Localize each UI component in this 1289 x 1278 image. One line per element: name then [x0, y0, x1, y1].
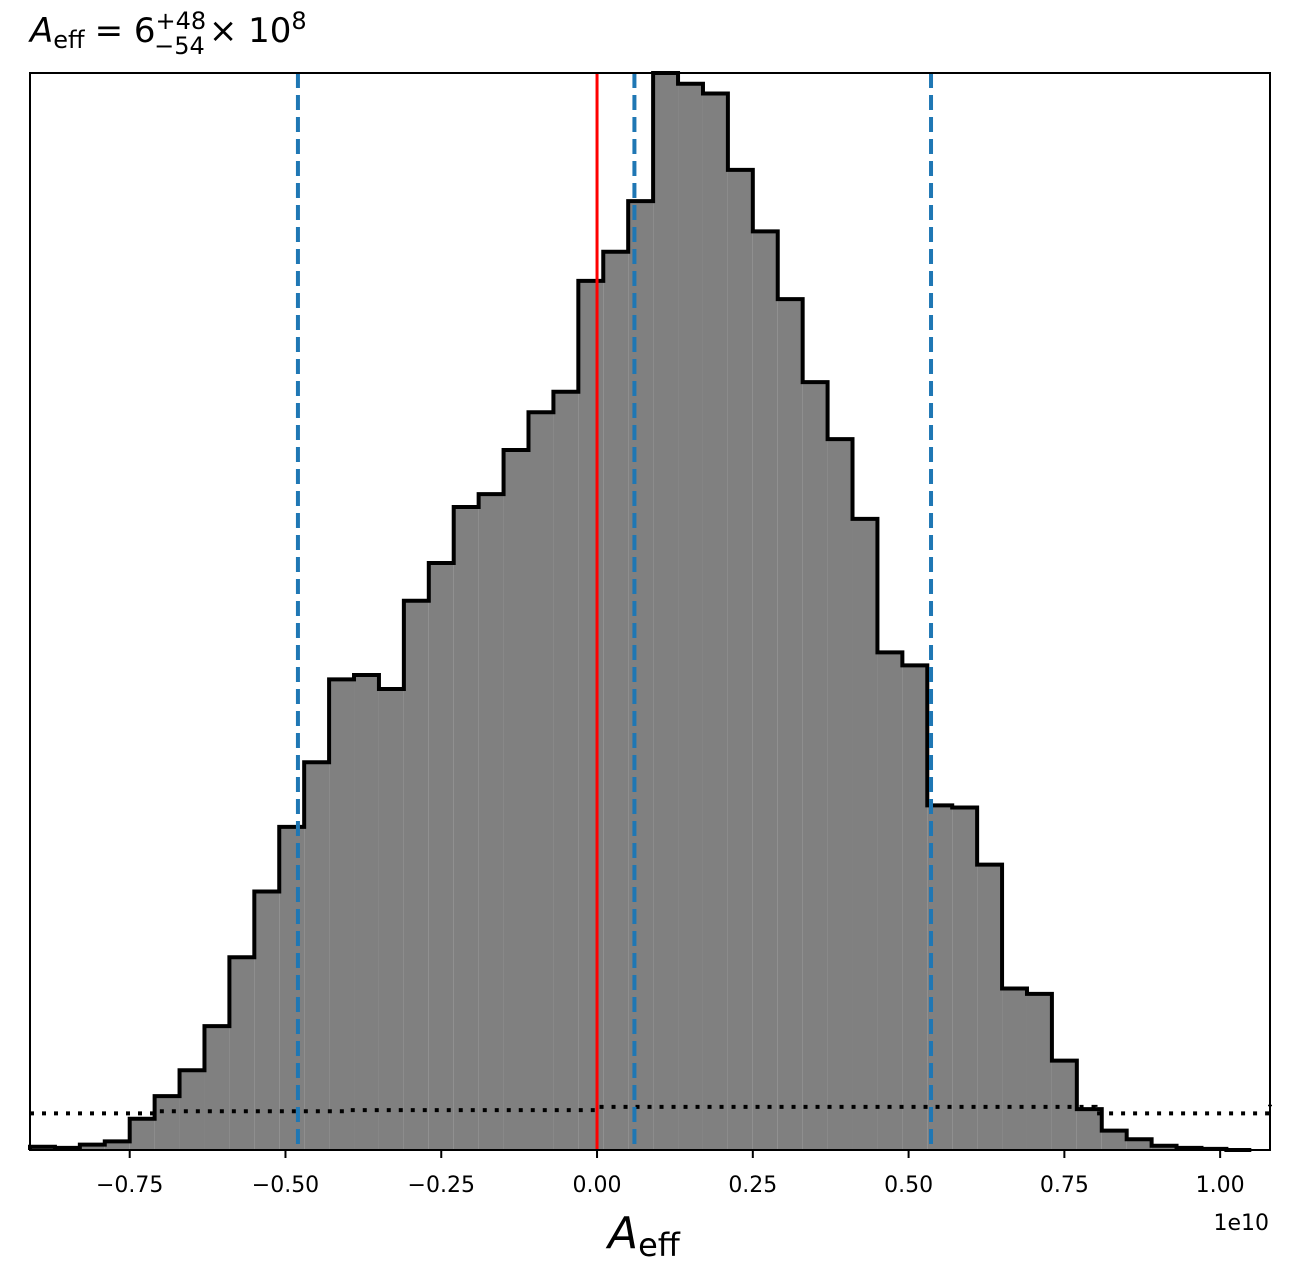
- histogram-bar: [553, 391, 579, 1150]
- histogram-bar: [528, 412, 554, 1150]
- chart-title: Aeff = 6+48 −54 × 108: [28, 7, 307, 60]
- histogram-bar: [154, 1096, 180, 1150]
- histogram-bar: [578, 280, 604, 1151]
- histogram-bar: [777, 299, 803, 1150]
- histogram-outline: [28, 71, 1252, 1152]
- title-upper-error: +48: [156, 7, 207, 35]
- histogram-bar: [204, 1026, 230, 1150]
- histogram-bar: [727, 169, 753, 1150]
- histogram-bar: [1026, 993, 1052, 1150]
- histogram-bar: [453, 507, 479, 1150]
- title-lower-error: −54: [154, 32, 205, 60]
- title-exponent: 8: [291, 7, 306, 35]
- title-subscript: eff: [53, 26, 85, 54]
- histogram-bar: [354, 675, 379, 1150]
- histogram-bar: [902, 665, 928, 1150]
- histogram-bar: [104, 1141, 130, 1150]
- histogram-bar: [378, 689, 404, 1150]
- title-times: × 10: [209, 11, 292, 51]
- histogram-bar: [1101, 1130, 1127, 1150]
- histogram-bar: [129, 1118, 155, 1150]
- histogram-bar: [229, 957, 255, 1150]
- histogram-bar: [802, 382, 828, 1150]
- histogram-bar: [503, 449, 529, 1150]
- x-axis-label-subscript: eff: [638, 1226, 681, 1264]
- histogram-bar: [702, 93, 728, 1150]
- histogram-bar: [603, 251, 629, 1151]
- plot-area: [28, 71, 1272, 1152]
- histogram-bar: [79, 1144, 105, 1150]
- x-tick-label: 0.00: [573, 1173, 622, 1198]
- x-tick-label: 0.50: [884, 1173, 933, 1198]
- x-tick-label: −0.25: [408, 1173, 475, 1198]
- histogram-bar: [329, 679, 355, 1150]
- histogram-bar: [877, 652, 903, 1150]
- x-tick-label: 0.25: [728, 1173, 777, 1198]
- title-value: = 6: [95, 11, 156, 51]
- axes-frame: [29, 72, 1271, 1151]
- histogram-bar: [628, 201, 654, 1151]
- x-axis-label: Aeff: [605, 1208, 681, 1264]
- histogram-bar: [678, 83, 703, 1150]
- histogram-bar: [279, 826, 305, 1150]
- histogram-bar: [478, 494, 504, 1150]
- histogram-bar: [1126, 1139, 1152, 1150]
- histogram-bar: [827, 439, 853, 1150]
- title-symbol: A: [28, 11, 53, 51]
- x-axis: −0.75 −0.50 −0.25 0.00 0.25 0.50 0.75 1.00: [96, 1150, 1245, 1198]
- histogram-bar: [852, 518, 878, 1150]
- x-tick-label: 1.00: [1196, 1173, 1245, 1198]
- histogram-bar: [179, 1070, 205, 1150]
- histogram-bar: [653, 73, 679, 1150]
- histogram-bar: [752, 231, 778, 1151]
- histogram-bar: [403, 600, 429, 1150]
- histogram-bar: [952, 807, 978, 1150]
- histogram-bar: [1002, 988, 1027, 1150]
- histogram-bar: [304, 762, 330, 1150]
- histogram-bar: [254, 891, 280, 1150]
- x-axis-label-symbol: A: [605, 1208, 638, 1259]
- histogram-bar: [1151, 1145, 1177, 1150]
- x-tick-label: 0.75: [1040, 1173, 1089, 1198]
- x-tick-label: −0.75: [96, 1173, 163, 1198]
- prior-line: [30, 1104, 1272, 1116]
- histogram-bar: [428, 563, 454, 1150]
- x-axis-offset-label: 1e10: [1213, 1211, 1269, 1236]
- x-tick-label: −0.50: [252, 1173, 319, 1198]
- histogram-bar: [1076, 1109, 1102, 1150]
- histogram-bar: [977, 864, 1003, 1150]
